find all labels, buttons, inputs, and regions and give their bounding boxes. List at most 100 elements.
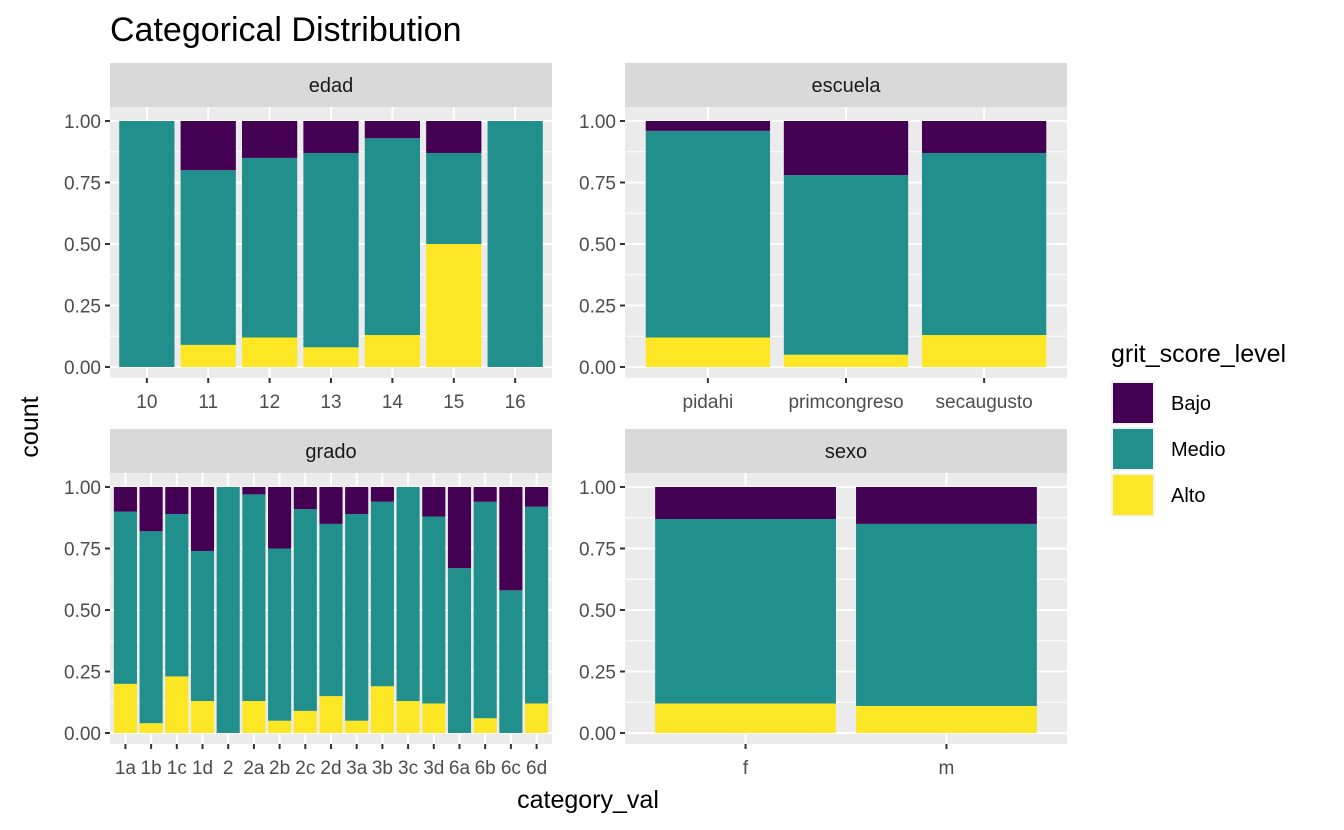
bar-segment-medio [293, 509, 317, 711]
x-tick-label: 2a [243, 758, 265, 779]
bar-segment-bajo [856, 487, 1037, 524]
y-tick-label: 0.25 [579, 663, 616, 684]
y-tick-label: 0.00 [579, 724, 616, 745]
x-tick-label: 3b [372, 758, 393, 779]
bar-segment-bajo [525, 487, 549, 507]
bar-segment-alto [422, 703, 446, 733]
bar-segment-medio [447, 568, 472, 733]
x-tick-label: 11 [198, 392, 218, 413]
bar-segment-alto [645, 337, 771, 367]
bar-segment-medio [268, 548, 292, 721]
bar-segment-alto [345, 720, 369, 733]
bar-segment-medio [645, 130, 771, 338]
bar-segment-alto [165, 676, 189, 733]
bar-segment-medio [856, 523, 1037, 706]
x-tick-label: 3c [398, 758, 418, 779]
x-tick-label: f [743, 758, 749, 779]
bar-segment-bajo [645, 121, 771, 131]
bar-segment-alto [139, 723, 163, 733]
x-tick-label: 2b [269, 758, 290, 779]
x-tick-label: 2c [295, 758, 315, 779]
bar-segment-alto [364, 335, 421, 367]
x-tick-label: 10 [136, 392, 157, 413]
bar-segment-bajo [319, 487, 343, 524]
bar-segment-medio [165, 514, 189, 677]
bar-segment-alto [525, 703, 549, 733]
bar-segment-alto [293, 710, 317, 733]
bar-segment-medio [487, 121, 543, 367]
bar-segment-medio [370, 501, 394, 687]
bar-segment-medio [396, 487, 420, 702]
panel-grado: grado 0.00 0.25 0.50 0.75 1.00 1a 1b 1c 1d 2 2a 2b 2c… [64, 429, 552, 779]
x-tick-label: 6a [449, 758, 471, 779]
y-tick-label: 1.00 [579, 478, 616, 499]
bar-segment-bajo [783, 121, 909, 176]
x-tick-label: secaugusto [936, 392, 1033, 413]
x-tick-label: 1c [167, 758, 187, 779]
y-tick-label: 0.25 [64, 663, 101, 684]
legend-label: Bajo [1171, 393, 1211, 415]
x-tick-label: 16 [505, 392, 526, 413]
y-tick-label: 0.00 [64, 358, 101, 379]
bar-segment-alto [655, 703, 836, 733]
x-tick-label: 2 [223, 758, 234, 779]
x-tick-label: 14 [382, 392, 404, 413]
bar-segment-medio [303, 152, 359, 348]
legend-swatch-alto [1113, 475, 1153, 515]
bar-segment-medio [216, 487, 240, 733]
legend-swatch-bajo [1113, 383, 1153, 423]
bar-segment-medio [190, 550, 215, 702]
y-tick-label: 0.00 [579, 358, 616, 379]
bar-segment-alto [242, 701, 266, 733]
bar-segment-medio [783, 175, 909, 355]
x-tick-label: 3d [423, 758, 444, 779]
bar-segment-medio [422, 516, 446, 704]
facet-strip-label: sexo [825, 441, 867, 463]
legend: Bajo Medio Alto [1111, 381, 1225, 517]
bar-segment-medio [319, 523, 343, 697]
bar-segment-alto [190, 701, 215, 733]
facet-strip [625, 429, 1067, 473]
bar-segment-alto [921, 335, 1047, 367]
bar-segment-alto [180, 344, 236, 367]
bar-segment-medio [113, 511, 137, 684]
bar-segment-medio [364, 138, 421, 336]
facet-strip [110, 63, 552, 107]
bar-segment-medio [426, 152, 482, 244]
x-tick-label: 6c [501, 758, 521, 779]
bar-segment-alto [473, 718, 497, 733]
bar-segment-bajo [499, 487, 523, 591]
bar-segment-alto [783, 354, 909, 367]
x-axis-label: category_val [517, 786, 659, 814]
panel-sexo: sexo 0.00 0.25 0.50 0.75 1.00 f m [579, 429, 1067, 779]
x-tick-label: 15 [443, 392, 464, 413]
legend-title: grit_score_level [1111, 340, 1286, 368]
bar-segment-alto [113, 683, 137, 733]
y-tick-label: 0.25 [64, 297, 101, 318]
bar-segment-bajo [293, 487, 317, 510]
legend-swatch-medio [1113, 429, 1153, 469]
bar-segment-bajo [165, 487, 189, 515]
bar-segment-bajo [190, 487, 215, 551]
x-tick-label: 2d [320, 758, 341, 779]
y-tick-label: 0.50 [64, 601, 101, 622]
bar-segment-alto [856, 705, 1037, 733]
bar-segment-alto [426, 244, 482, 367]
bar-segment-medio [180, 170, 236, 345]
x-tick-label: 3a [346, 758, 368, 779]
bar-segment-bajo [426, 121, 482, 153]
bar-segment-alto [370, 686, 394, 733]
bar-segment-medio [499, 590, 523, 733]
bar-segment-medio [242, 494, 266, 702]
y-axis-label: count [16, 396, 44, 457]
bar-segment-bajo [370, 487, 394, 502]
y-tick-label: 0.50 [579, 235, 616, 256]
y-tick-label: 1.00 [579, 112, 616, 133]
y-tick-label: 1.00 [64, 478, 101, 499]
x-tick-label: 12 [259, 392, 280, 413]
x-tick-label: 6d [526, 758, 547, 779]
bar-segment-medio [655, 518, 836, 704]
x-tick-label: 1b [141, 758, 162, 779]
bar-segment-bajo [921, 121, 1047, 153]
